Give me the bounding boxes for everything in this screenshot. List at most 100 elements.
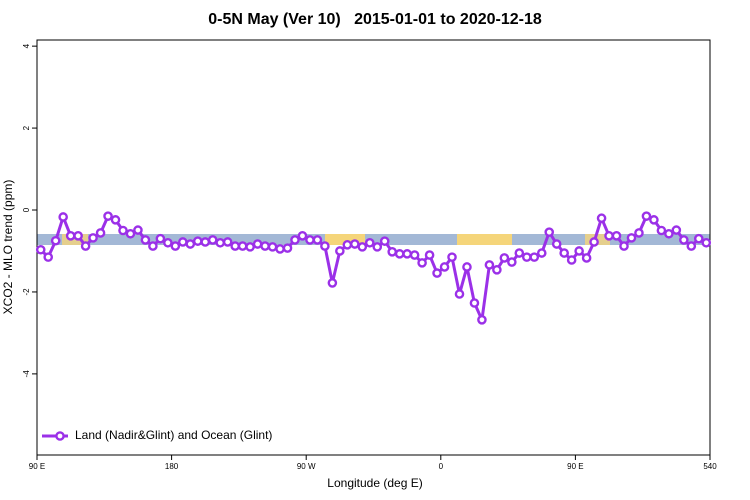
data-point	[424, 250, 435, 260]
data-point	[50, 235, 61, 246]
data-point	[477, 315, 487, 325]
data-point	[350, 239, 360, 249]
x-tick-label: 90 E	[567, 462, 583, 471]
data-point	[529, 252, 540, 262]
data-point	[589, 237, 599, 247]
data-point	[275, 244, 285, 254]
data-point	[514, 248, 525, 258]
y-tick-label: 4	[22, 43, 31, 48]
data-point	[43, 252, 54, 262]
data-point	[95, 228, 106, 238]
data-point	[649, 215, 659, 225]
data-point	[148, 241, 158, 251]
data-point	[499, 253, 510, 263]
data-point	[581, 253, 592, 263]
legend-marker	[55, 431, 65, 441]
data-point	[551, 239, 562, 249]
data-point	[507, 257, 517, 267]
data-point	[155, 233, 166, 244]
data-point	[394, 249, 405, 259]
data-point	[342, 240, 353, 250]
data-point	[656, 225, 667, 236]
data-point	[178, 237, 188, 247]
data-point	[357, 242, 368, 252]
data-point	[297, 231, 308, 241]
data-point	[125, 228, 136, 239]
data-point	[447, 252, 457, 262]
data-point	[230, 241, 240, 251]
x-tick-label: 540	[703, 462, 717, 471]
data-point	[462, 262, 472, 272]
y-tick-label: -4	[22, 370, 31, 378]
data-point	[110, 215, 121, 225]
data-point	[469, 298, 480, 308]
data-point	[409, 250, 420, 260]
data-point	[536, 248, 547, 258]
data-point	[222, 237, 233, 247]
data-point	[88, 233, 98, 243]
data-point	[65, 231, 76, 241]
x-tick-label: 90 W	[297, 462, 316, 471]
data-point	[402, 249, 412, 259]
data-point	[701, 237, 712, 248]
x-tick-label: 180	[165, 462, 179, 471]
data-point	[252, 239, 263, 249]
data-point	[574, 246, 584, 256]
data-point	[305, 235, 315, 245]
y-axis-label: XCO2 - MLO trend (ppm)	[1, 180, 15, 315]
data-point	[439, 262, 450, 272]
chart-title: 0-5N May (Ver 10) 2015-01-01 to 2020-12-…	[208, 11, 542, 28]
data-point	[237, 241, 248, 251]
land-band	[457, 234, 512, 245]
data-point	[140, 235, 151, 245]
data-point	[163, 237, 173, 248]
data-point	[679, 235, 689, 245]
data-point	[364, 237, 375, 248]
data-point	[267, 242, 278, 252]
ocean-band	[37, 234, 710, 245]
data-point	[245, 242, 255, 252]
data-point	[521, 252, 532, 262]
x-axis-label: Longitude (deg E)	[327, 476, 422, 490]
data-point	[118, 225, 128, 236]
data-point	[335, 246, 345, 256]
data-point	[544, 227, 555, 237]
y-tick-label: 0	[22, 207, 31, 212]
data-point	[372, 242, 383, 252]
data-point	[282, 243, 293, 253]
data-point	[611, 231, 622, 241]
data-point	[312, 235, 323, 245]
data-point	[641, 211, 652, 221]
data-point	[207, 235, 218, 245]
data-point	[559, 248, 569, 258]
x-tick-label: 90 E	[29, 462, 45, 471]
data-point	[327, 278, 338, 288]
data-point	[417, 258, 427, 268]
data-point	[215, 237, 226, 248]
data-point	[619, 241, 629, 251]
y-tick-label: -2	[22, 288, 31, 296]
y-tick-label: 2	[22, 125, 31, 130]
data-point	[192, 236, 203, 246]
data-point	[133, 225, 143, 235]
data-point	[379, 236, 390, 246]
data-point	[290, 235, 300, 245]
data-point	[80, 241, 91, 251]
data-point	[686, 241, 697, 251]
data-point	[454, 289, 465, 299]
data-point	[484, 260, 495, 270]
data-point	[103, 211, 113, 221]
data-point	[260, 241, 270, 251]
data-point	[671, 225, 682, 235]
data-point	[664, 228, 674, 239]
data-point	[58, 212, 68, 222]
data-point	[432, 268, 442, 278]
data-point	[320, 241, 330, 251]
x-tick-label: 0	[439, 462, 444, 471]
data-point	[566, 255, 577, 265]
land-band	[62, 234, 88, 245]
data-point	[626, 233, 637, 243]
legend-label: Land (Nadir&Glint) and Ocean (Glint)	[75, 428, 272, 442]
data-point	[200, 237, 211, 247]
